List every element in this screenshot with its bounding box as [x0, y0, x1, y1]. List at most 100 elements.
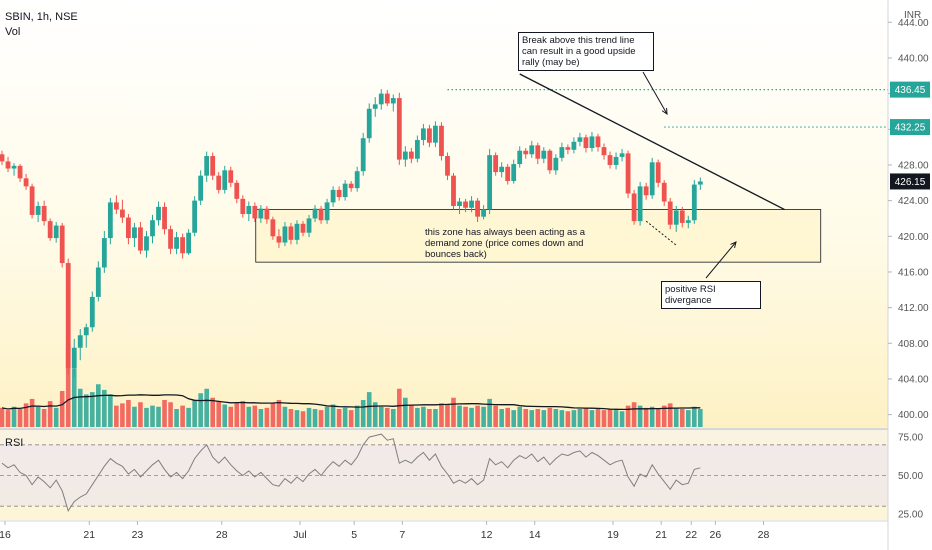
candle [354, 171, 360, 189]
volume-bar [692, 406, 697, 427]
candle [439, 125, 444, 157]
demand-zone-annotation[interactable]: this zone has always been acting as a de… [425, 227, 586, 260]
candle [637, 186, 643, 222]
volume-bar [222, 404, 228, 427]
price-tick-label: 416.00 [898, 267, 929, 278]
volume-bar [294, 410, 300, 427]
volume-bar [384, 407, 390, 427]
price-tick-label: 444.00 [898, 18, 929, 29]
symbol-title: SBIN, 1h, NSE [5, 11, 78, 23]
volume-bar [698, 409, 703, 427]
volume-bar [150, 405, 155, 427]
divergence-annotation-arrow-head [730, 241, 737, 248]
candle [306, 218, 312, 233]
candle [643, 186, 649, 196]
price-tick-label: 428.00 [898, 160, 929, 171]
price-tick-label: 404.00 [898, 374, 929, 385]
time-tick-label: 19 [607, 529, 619, 541]
volume-bar [204, 388, 209, 427]
candle [234, 182, 240, 199]
candle [583, 137, 589, 149]
time-tick-label: 7 [399, 529, 405, 541]
candle [11, 165, 17, 169]
volume-bar [559, 410, 565, 427]
volume-bar [475, 405, 480, 427]
volume-bar [439, 403, 444, 427]
volume-ma-line [1, 394, 701, 411]
rsi-tick-label: 75.00 [898, 433, 923, 444]
price-level-tag [890, 81, 930, 98]
last-price-tag [890, 173, 930, 190]
candle [210, 156, 216, 176]
candle [559, 147, 565, 158]
candle [655, 162, 661, 183]
candle [29, 186, 35, 215]
volume-bar [433, 409, 438, 427]
candle [89, 296, 95, 328]
candle [23, 178, 29, 187]
candle [330, 189, 336, 203]
candle [252, 205, 258, 219]
candle [198, 175, 204, 201]
volume-indicator-label[interactable]: Vol [5, 26, 21, 38]
candle [433, 125, 438, 143]
rsi-indicator-label[interactable]: RSI [5, 437, 24, 449]
volume-bar [391, 409, 396, 427]
volume-bar [661, 405, 667, 427]
candle [366, 108, 372, 139]
volume-bar [463, 406, 468, 427]
volume-bar [409, 405, 414, 427]
candle [372, 104, 378, 109]
candle [59, 225, 65, 264]
candle [595, 136, 601, 148]
price-level-label: 436.45 [895, 85, 926, 96]
volume-bar [589, 410, 595, 427]
volume-series [0, 347, 703, 427]
rsi-tick-label: 50.00 [898, 471, 923, 482]
trendline-annotation[interactable]: Break above this trend line can result i… [518, 32, 654, 71]
volume-bar [583, 407, 589, 427]
time-tick-label: Jul [293, 529, 306, 541]
trendline-annotation-arrow [642, 71, 668, 115]
time-tick-label: 28 [216, 529, 228, 541]
candle [83, 327, 89, 336]
volume-bar [240, 401, 246, 427]
candle [613, 156, 619, 165]
candle [384, 93, 390, 104]
volume-bar [5, 410, 11, 427]
volume-bar [17, 409, 23, 427]
volume-bar [607, 409, 613, 427]
candle [649, 162, 655, 196]
volume-bar [366, 392, 372, 427]
time-tick-label: 16 [0, 529, 11, 541]
candle [505, 166, 511, 182]
candle [414, 139, 420, 159]
volume-bar [138, 402, 143, 427]
volume-bar [11, 406, 17, 427]
candle [174, 237, 179, 249]
volume-bar [53, 407, 59, 427]
candle [427, 128, 432, 143]
volume-bar [210, 397, 215, 427]
volume-bar [457, 405, 462, 427]
volume-bar [318, 410, 324, 427]
candle [487, 155, 493, 210]
volume-bar [511, 410, 516, 427]
candle [156, 206, 161, 221]
volume-bar [264, 407, 270, 427]
volume-bar [276, 400, 282, 427]
volume-bar [312, 409, 318, 427]
candle [589, 136, 595, 149]
volume-bar [451, 397, 456, 427]
candle [469, 200, 474, 208]
divergence-annotation[interactable]: positive RSI divergance [661, 281, 761, 309]
candle [186, 232, 192, 254]
candle [457, 201, 462, 206]
volume-bar [192, 400, 197, 427]
volume-bar [59, 391, 65, 427]
candle [288, 226, 294, 240]
candle [168, 229, 173, 249]
volume-bar [565, 411, 571, 427]
candle [180, 237, 185, 254]
